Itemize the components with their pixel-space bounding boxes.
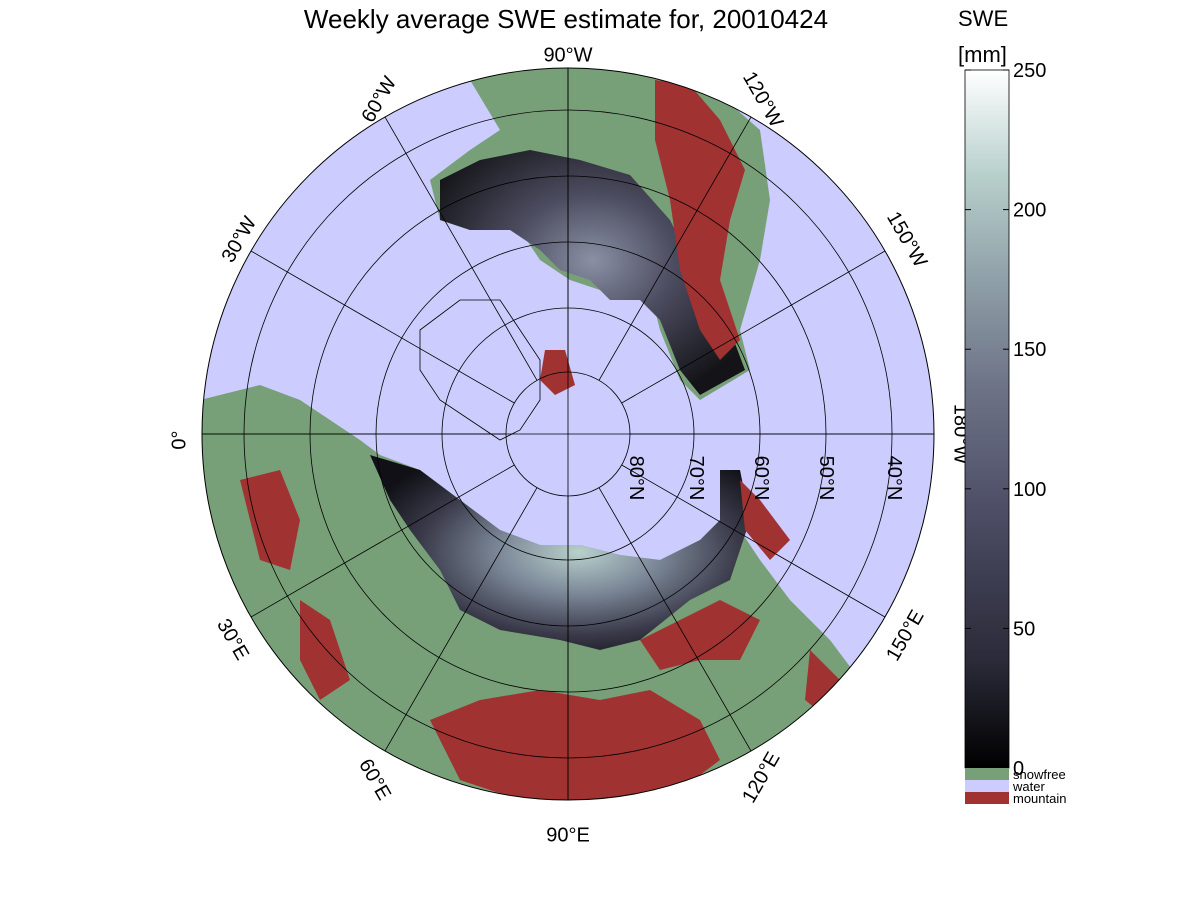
mountain-regions <box>240 80 840 800</box>
meridian-line <box>384 116 538 381</box>
meridian-line <box>250 250 515 404</box>
lon-label: 30°E <box>212 615 253 664</box>
land-layer <box>202 68 860 800</box>
meridian-line <box>598 116 752 381</box>
colorbar-tick-label: 150 <box>1013 339 1046 361</box>
meridian-line <box>621 250 886 404</box>
colorbar-ticks: 0 50 100 150 200 250 <box>965 60 1046 780</box>
map-border <box>201 67 935 801</box>
colorbar-tick-label: 250 <box>1013 60 1046 82</box>
map-title: Weekly average SWE estimate for, 2001042… <box>304 4 828 34</box>
legend-swatch-mountain <box>965 792 1009 804</box>
colorbar-tick-label: 0 <box>1013 758 1024 780</box>
meridian-line <box>598 487 752 752</box>
legend-swatch-water <box>965 780 1009 792</box>
greenland <box>419 299 541 441</box>
meridian-line <box>384 487 538 752</box>
lat-label-70: 70°N <box>685 456 707 501</box>
lon-label: 150°E <box>882 606 928 664</box>
lat-label-80: 80°N <box>625 456 647 501</box>
colorbar-label-unit: [mm] <box>958 42 1007 67</box>
lat-label-50: 50°N <box>815 456 837 501</box>
polar-map: 80°N 70°N 60°N 50°N 40°N 90°W60°W30°W0°30°E6… <box>168 44 971 846</box>
lon-label: 60°E <box>354 755 395 804</box>
legend-label-water: water <box>1012 779 1045 794</box>
meridian-line <box>250 464 515 618</box>
legend-swatch-snowfree <box>965 768 1009 780</box>
latitude-labels: 80°N 70°N 60°N 50°N 40°N <box>625 456 905 501</box>
snow-cover-north-america <box>440 150 745 395</box>
lon-label: 90°E <box>546 824 590 846</box>
graticule <box>202 68 934 800</box>
colorbar-tick-label: 50 <box>1013 618 1035 640</box>
legend-label-snowfree: snowfree <box>1013 767 1066 782</box>
lat-label-60: 60°N <box>750 456 772 501</box>
lon-label: 120°E <box>738 748 784 806</box>
legend-label-mountain: mountain <box>1013 791 1066 806</box>
lon-label: 90°W <box>543 44 592 66</box>
colorbar-tick-label: 100 <box>1013 479 1046 501</box>
colorbar-gradient <box>964 69 1010 769</box>
lat-label-40: 40°N <box>883 456 905 501</box>
lon-label: 0° <box>168 430 190 449</box>
colorbar-label-swe: SWE <box>958 6 1008 31</box>
colorbar: SWE [mm] 0 50 100 150 200 250 snowfreewatermo… <box>958 6 1066 806</box>
snow-cover-eurasia <box>370 455 750 650</box>
meridian-line <box>621 464 886 618</box>
colorbar-tick-label: 200 <box>1013 200 1046 222</box>
